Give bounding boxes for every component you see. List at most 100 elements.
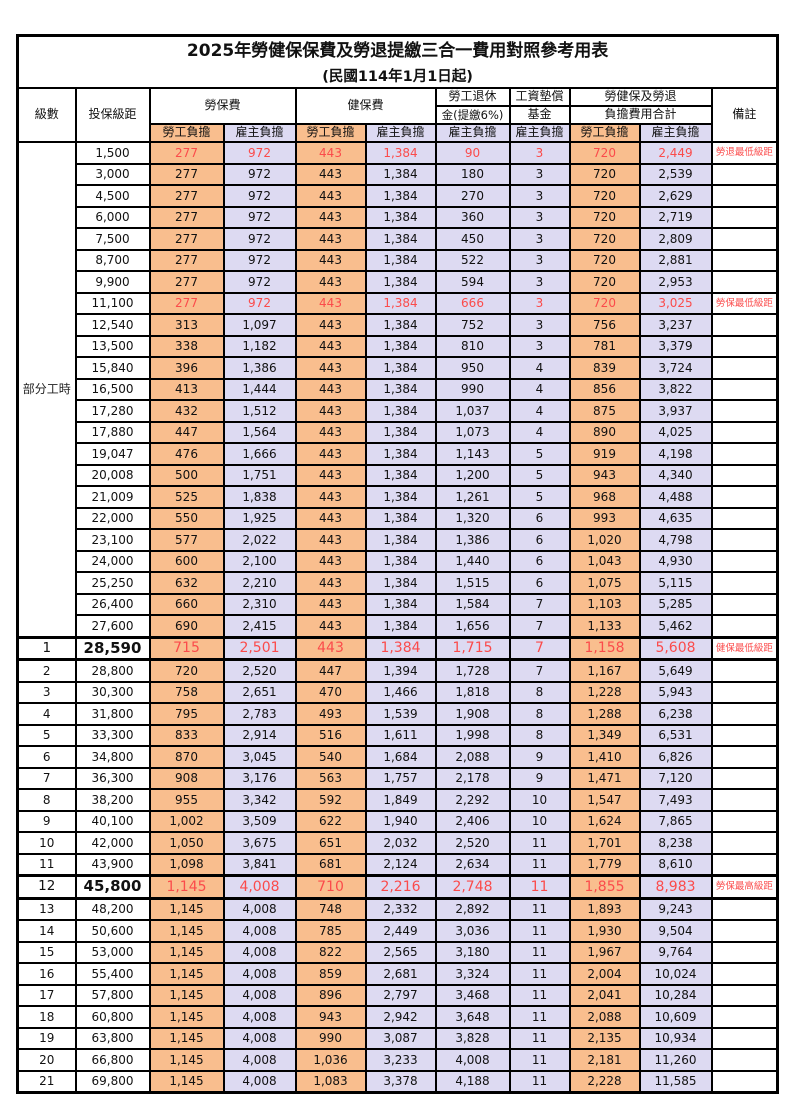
cell-health-employer: 2,332: [364, 897, 437, 921]
cell-health-employee: 443: [294, 399, 367, 423]
cell-health-employee: 859: [294, 962, 367, 986]
cell-labor-employer: 4,008: [222, 962, 297, 986]
cell-wage-fund-employer: 8: [508, 680, 571, 704]
cell-health-employer: 1,384: [364, 614, 437, 638]
cell-wage-fund-employer: 3: [508, 141, 571, 165]
cell-health-employee: 443: [294, 420, 367, 444]
title-row: 2025年勞健保保費及勞退提繳三合一費用對照參考用表 (民國114年1月1日起): [16, 34, 779, 89]
cell-total-employer: 5,608: [638, 635, 713, 661]
cell-total-employer: 4,025: [638, 420, 713, 444]
cell-level: 16: [16, 962, 77, 986]
cell-labor-employer: 972: [222, 162, 297, 186]
cell-level: 12: [16, 874, 77, 900]
cell-bracket: 28,590: [74, 635, 151, 661]
cell-labor-employee: 870: [148, 745, 225, 769]
cell-pension-employer: 2,748: [434, 874, 511, 900]
table-row: 18 60,800 1,145 4,008 943 2,942 3,648 11 2,088 10…: [16, 1005, 779, 1029]
cell-health-employee: 622: [294, 809, 367, 833]
cell-health-employer: 1,384: [364, 399, 437, 423]
cell-health-employer: 1,384: [364, 549, 437, 573]
cell-level: 2: [16, 658, 77, 683]
cell-pension-employer: 1,037: [434, 399, 511, 423]
table-row: 21,009 525 1,838 443 1,384 1,261 5 968 4,488: [18, 485, 779, 509]
cell-total-employer: 3,937: [638, 399, 713, 423]
table-row: 21 69,800 1,145 4,008 1,083 3,378 4,188 11 2,228…: [16, 1069, 779, 1094]
cell-bracket: 13,500: [74, 334, 151, 358]
table-row: 3 30,300 758 2,651 470 1,466 1,818 8 1,228 5,943: [16, 680, 779, 704]
cell-labor-employee: 500: [148, 463, 225, 487]
cell-total-employee: 875: [568, 399, 641, 423]
cell-health-employee: 748: [294, 897, 367, 921]
cell-labor-employee: 660: [148, 592, 225, 616]
header-health-employee-share: 勞工負擔: [294, 123, 367, 143]
page-title: 2025年勞健保保費及勞退提繳三合一費用對照參考用表: [186, 41, 609, 62]
cell-health-employer: 1,611: [364, 723, 437, 747]
cell-total-employer: 3,237: [638, 313, 713, 337]
cell-wage-fund-employer: 11: [508, 983, 571, 1007]
cell-wage-fund-employer: 3: [508, 313, 571, 337]
cell-bracket: 34,800: [74, 745, 151, 769]
cell-bracket: 48,200: [74, 897, 151, 921]
cell-health-employee: 1,083: [294, 1069, 367, 1094]
cell-labor-employer: 4,008: [222, 919, 297, 943]
table-row: 1 28,590 715 2,501 443 1,384 1,715 7 1,158 5,608 健…: [16, 635, 779, 661]
cell-pension-employer: 990: [434, 377, 511, 401]
table-row: 22,000 550 1,925 443 1,384 1,320 6 993 4,635: [18, 506, 779, 530]
cell-labor-employee: 1,145: [148, 962, 225, 986]
cell-wage-fund-employer: 3: [508, 270, 571, 294]
table-row: 14 50,600 1,145 4,008 785 2,449 3,036 11 1,930 9,…: [16, 919, 779, 943]
cell-wage-fund-employer: 3: [508, 162, 571, 186]
cell-note: [710, 680, 779, 704]
cell-total-employee: 1,167: [568, 658, 641, 683]
cell-pension-employer: 3,180: [434, 940, 511, 964]
cell-labor-employer: 1,838: [222, 485, 297, 509]
cell-labor-employer: 4,008: [222, 940, 297, 964]
cell-total-employee: 720: [568, 227, 641, 251]
cell-labor-employee: 795: [148, 702, 225, 726]
cell-health-employer: 2,681: [364, 962, 437, 986]
cell-labor-employee: 277: [148, 227, 225, 251]
table-row: 13 48,200 1,145 4,008 748 2,332 2,892 11 1,893 9,…: [16, 897, 779, 921]
header-health-employer-share: 雇主負擔: [364, 123, 437, 143]
cell-total-employer: 2,539: [638, 162, 713, 186]
cell-health-employee: 443: [294, 635, 367, 661]
cell-pension-employer: 3,324: [434, 962, 511, 986]
cell-level: 5: [16, 723, 77, 747]
cell-pension-employer: 1,656: [434, 614, 511, 638]
cell-wage-fund-employer: 7: [508, 614, 571, 638]
fee-table-body: 部分工時 1,500 277 972 443 1,384 90 3 720 2,449 勞退最低級距…: [16, 141, 779, 1094]
header-row-2: 金(提繳6%) 基金 負擔費用合計: [18, 105, 778, 125]
cell-health-employee: 443: [294, 184, 367, 208]
cell-note: [710, 377, 779, 401]
table-row: 8 38,200 955 3,342 592 1,849 2,292 10 1,547 7,493: [16, 788, 779, 812]
cell-labor-employee: 600: [148, 549, 225, 573]
cell-labor-employer: 1,666: [222, 442, 297, 466]
cell-total-employee: 919: [568, 442, 641, 466]
cell-labor-employee: 715: [148, 635, 225, 661]
table-row: 6 34,800 870 3,045 540 1,684 2,088 9 1,410 6,826: [16, 745, 779, 769]
table-row: 17,880 447 1,564 443 1,384 1,073 4 890 4,025: [18, 420, 779, 444]
cell-health-employer: 1,384: [364, 184, 437, 208]
cell-health-employer: 2,124: [364, 852, 437, 877]
cell-total-employer: 10,609: [638, 1005, 713, 1029]
cell-health-employee: 943: [294, 1005, 367, 1029]
cell-pension-employer: 1,261: [434, 485, 511, 509]
cell-total-employer: 6,238: [638, 702, 713, 726]
cell-labor-employer: 972: [222, 291, 297, 315]
cell-bracket: 20,008: [74, 463, 151, 487]
cell-bracket: 45,800: [74, 874, 151, 900]
header-wage-fund-line1: 工資墊償: [508, 87, 571, 107]
cell-wage-fund-employer: 3: [508, 248, 571, 272]
cell-labor-employee: 1,145: [148, 940, 225, 964]
cell-note: [710, 420, 779, 444]
cell-bracket: 31,800: [74, 702, 151, 726]
cell-health-employer: 1,384: [364, 528, 437, 552]
cell-pension-employer: 2,892: [434, 897, 511, 921]
cell-health-employer: 1,539: [364, 702, 437, 726]
cell-total-employer: 5,462: [638, 614, 713, 638]
cell-labor-employer: 2,520: [222, 658, 297, 683]
cell-wage-fund-employer: 11: [508, 1005, 571, 1029]
cell-total-employee: 856: [568, 377, 641, 401]
cell-total-employee: 2,041: [568, 983, 641, 1007]
cell-pension-employer: 1,818: [434, 680, 511, 704]
